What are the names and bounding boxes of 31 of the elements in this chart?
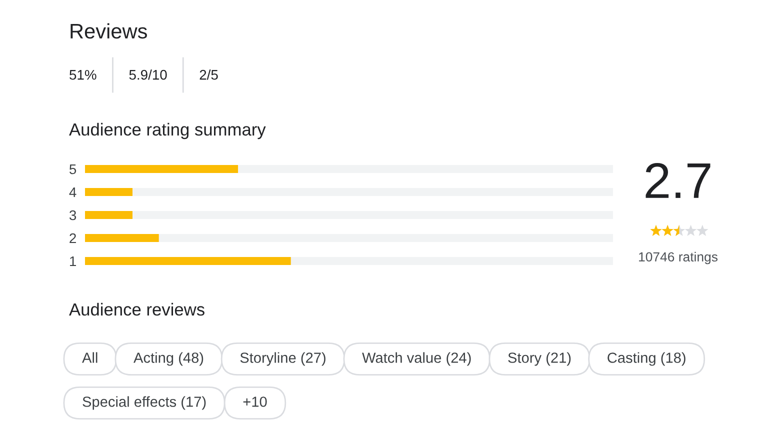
text: +10 <box>243 396 267 407</box>
text: Storyline (27) <box>240 352 326 366</box>
text: Story (21) <box>508 352 571 366</box>
text: 51% <box>70 70 96 80</box>
y-tick-label: 1 <box>70 256 76 266</box>
y-tick-label: 5 <box>70 164 76 174</box>
text: 2.7 <box>646 163 710 198</box>
bar <box>158 234 613 242</box>
bar <box>85 234 159 242</box>
y-tick-label: 4 <box>69 187 76 198</box>
text: 10746 ratings <box>639 252 718 264</box>
bar <box>132 188 613 196</box>
text: All <box>82 352 98 363</box>
bar <box>238 164 613 174</box>
y-tick-label: 2 <box>70 233 76 244</box>
bar <box>132 210 613 220</box>
text: Reviews <box>70 23 147 39</box>
text: Audience reviews <box>69 302 204 316</box>
text: Acting (48) <box>134 352 204 366</box>
text: 5.9/10 <box>129 70 167 80</box>
bar <box>85 210 133 220</box>
bar <box>85 256 291 266</box>
text: 2/5 <box>200 70 218 80</box>
bar <box>85 164 238 174</box>
text: Special effects (17) <box>82 396 206 410</box>
chart-title: Audience rating summary <box>69 122 266 140</box>
text: Watch value (24) <box>362 352 471 366</box>
y-tick-label: 3 <box>69 210 76 220</box>
text: Casting (18) <box>608 352 686 366</box>
bar <box>290 256 613 266</box>
bar <box>85 188 133 196</box>
